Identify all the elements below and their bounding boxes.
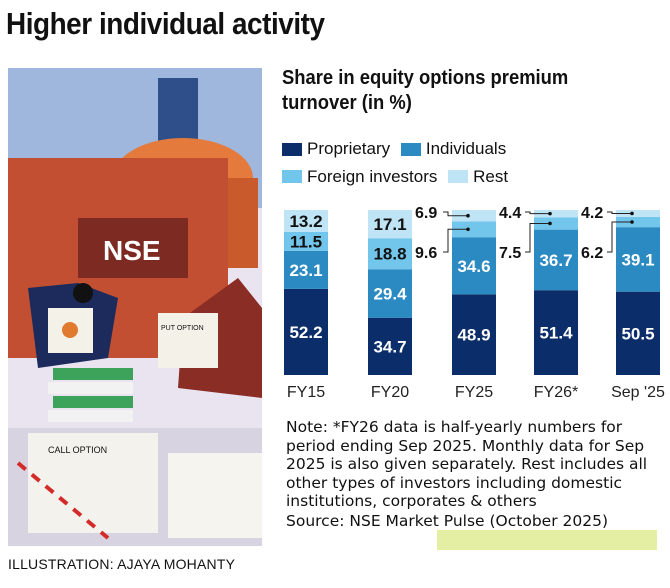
legend-label: Proprietary — [307, 139, 391, 158]
data-label: 36.7 — [539, 251, 572, 270]
data-label: 13.2 — [289, 212, 322, 231]
bar-segment-proprietary — [616, 291, 660, 375]
legend-swatch — [282, 142, 302, 156]
data-label: 34.6 — [457, 257, 490, 276]
bar-segment-foreign-investors — [368, 238, 412, 270]
data-label: 50.5 — [621, 324, 654, 343]
bar-segment-proprietary — [284, 288, 328, 375]
legend-swatch — [400, 142, 421, 156]
legend-proprietary: Proprietary — [282, 136, 390, 162]
leader-line — [607, 221, 632, 253]
legend-swatch — [282, 170, 302, 183]
bar-segment-individuals — [452, 237, 496, 295]
headline: Higher individual activity — [6, 6, 325, 41]
illustration-credit: ILLUSTRATION: AJAYA MOHANTY — [8, 556, 236, 572]
data-label: 52.2 — [289, 323, 322, 342]
legend-swatch — [448, 170, 469, 183]
bar-segment-foreign-investors — [534, 217, 578, 230]
data-label: 11.5 — [290, 232, 322, 251]
bar-segment-foreign-investors — [616, 216, 660, 228]
data-label: 17.1 — [373, 215, 406, 234]
bar-segment-foreign-investors — [452, 221, 496, 238]
leader-line — [607, 211, 632, 214]
leader-dot — [548, 221, 552, 226]
leader-line — [443, 228, 468, 253]
x-tick-label: FY15 — [287, 384, 325, 401]
data-label: 29.4 — [373, 284, 407, 303]
data-label: 9.6 — [415, 245, 437, 262]
leader-dot — [466, 213, 470, 218]
legend-label: Individuals — [425, 139, 507, 158]
data-label: 18.8 — [373, 245, 406, 264]
data-label: 51.4 — [539, 324, 573, 343]
data-label: 7.5 — [499, 245, 521, 262]
legend-rest: Rest — [448, 164, 508, 190]
bar-segment-proprietary — [534, 290, 578, 375]
nse-sign: NSE — [103, 235, 161, 266]
leader-line — [525, 222, 550, 253]
bar-segment-rest — [368, 210, 412, 239]
x-tick-label: FY20 — [371, 384, 409, 401]
leader-line — [443, 211, 468, 217]
call-option-text: CALL OPTION — [48, 445, 107, 455]
legend-individuals: Individuals — [400, 136, 507, 162]
data-label: 4.4 — [499, 205, 521, 222]
chart-legend: Proprietary Individuals Foreign investor… — [282, 136, 662, 191]
bar-segment-proprietary — [452, 294, 496, 375]
bar-segment-individuals — [284, 250, 328, 289]
bar-segment-rest — [534, 210, 578, 218]
illustration: NSE PUT OPTION CALL OPTION — [8, 68, 262, 546]
chart-title: Share in equity options premium turnover… — [282, 67, 569, 114]
data-label: 6.2 — [581, 245, 603, 262]
data-label: 23.1 — [289, 261, 322, 280]
bar-segment-rest — [452, 210, 496, 222]
stacked-bar-chart: 52.2 23.1 11.513.2 FY15 34.7 29.4 18.8 17.1 FY20… — [284, 205, 665, 401]
bar-segment-individuals — [368, 269, 412, 318]
bar-segment-individuals — [616, 227, 660, 292]
chart-source: Source: NSE Market Pulse (October 2025) — [286, 511, 608, 530]
x-tick-label: Sep '25 — [611, 384, 665, 401]
bar-segment-foreign-investors — [284, 231, 328, 251]
leader-dot — [466, 227, 470, 232]
data-label: 4.2 — [581, 205, 603, 222]
cash-stack — [48, 368, 133, 422]
chart-note: Note: *FY26 data is half-yearly numbers … — [286, 418, 648, 510]
bar-segment-rest — [284, 210, 328, 232]
data-label: 39.1 — [621, 250, 654, 269]
leader-dot — [548, 211, 552, 216]
bar-segment-rest — [616, 210, 660, 217]
bar-segment-proprietary — [368, 317, 412, 375]
data-label: 34.7 — [373, 337, 406, 356]
highlight-mark — [437, 530, 657, 550]
leader-dot — [630, 211, 634, 216]
legend-foreign-investors: Foreign investors — [282, 164, 437, 190]
put-option-text: PUT OPTION — [161, 325, 204, 332]
note-block: Note: *FY26 data is half-yearly numbers … — [286, 418, 668, 530]
x-tick-label: FY25 — [455, 384, 493, 401]
bar-segment-individuals — [534, 229, 578, 291]
legend-label: Foreign investors — [307, 166, 438, 186]
leader-dot — [630, 220, 634, 224]
data-label: 6.9 — [415, 205, 437, 222]
leader-line — [525, 211, 550, 215]
x-tick-label: FY26* — [534, 384, 578, 401]
data-label: 48.9 — [457, 326, 490, 345]
legend-label: Rest — [473, 166, 509, 186]
